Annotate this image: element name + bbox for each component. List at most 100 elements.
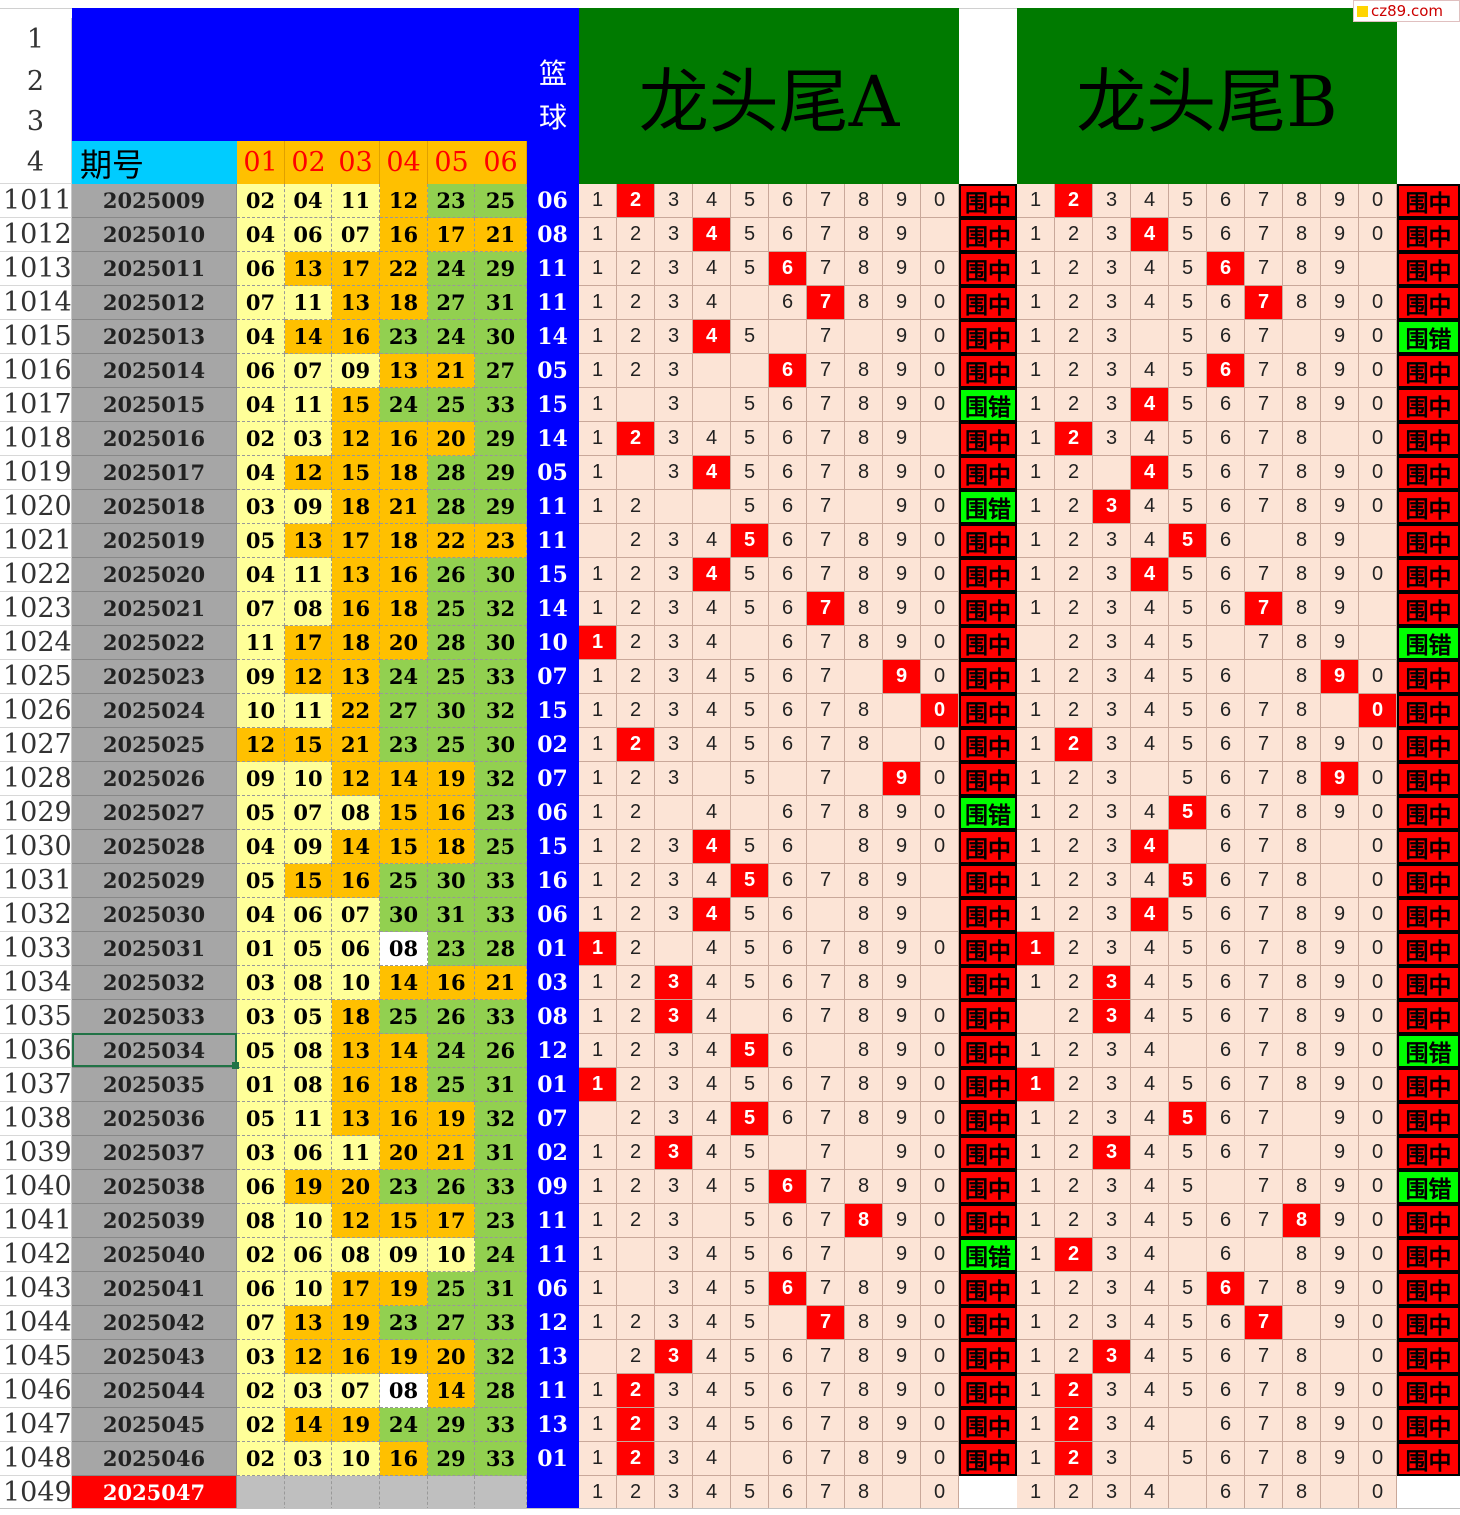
digit-a-cell[interactable]: 4 [693, 1034, 731, 1068]
digit-a-cell[interactable]: 8 [845, 592, 883, 626]
digit-b-cell[interactable]: 3 [1093, 1238, 1131, 1272]
digit-b-cell[interactable]: 9 [1321, 660, 1359, 694]
digit-b-cell[interactable]: 3 [1093, 1170, 1131, 1204]
row-number[interactable]: 1034 [0, 966, 72, 1000]
ball-cell[interactable]: 09 [285, 830, 332, 864]
period-cell[interactable]: 2025013 [72, 320, 237, 354]
digit-a-cell[interactable]: 7 [807, 1170, 845, 1204]
ball-cell[interactable]: 04 [237, 456, 285, 490]
ball-cell[interactable]: 06 [285, 1238, 332, 1272]
digit-a-cell[interactable]: 2 [617, 898, 655, 932]
digit-b-cell[interactable]: 2 [1055, 1340, 1093, 1374]
digit-a-cell[interactable]: 4 [693, 320, 731, 354]
ball-cell[interactable]: 14 [380, 762, 428, 796]
digit-a-cell[interactable]: 9 [883, 524, 921, 558]
digit-a-cell[interactable]: 3 [655, 422, 693, 456]
digit-a-cell[interactable]: 2 [617, 1136, 655, 1170]
ball-cell[interactable]: 21 [332, 728, 380, 762]
digit-a-cell[interactable] [693, 388, 731, 422]
digit-b-cell[interactable]: 9 [1321, 1374, 1359, 1408]
digit-b-cell[interactable]: 8 [1283, 626, 1321, 660]
ball-cell[interactable]: 15 [332, 456, 380, 490]
ball-cell[interactable]: 29 [475, 490, 527, 524]
digit-a-cell[interactable]: 3 [655, 830, 693, 864]
digit-a-cell[interactable] [769, 762, 807, 796]
digit-a-cell[interactable]: 9 [883, 1340, 921, 1374]
digit-a-cell[interactable]: 4 [693, 558, 731, 592]
digit-b-cell[interactable]: 2 [1055, 1136, 1093, 1170]
digit-a-cell[interactable]: 3 [655, 1000, 693, 1034]
ball-cell[interactable]: 14 [428, 1374, 475, 1408]
digit-b-cell[interactable]: 6 [1207, 456, 1245, 490]
digit-b-cell[interactable] [1359, 626, 1397, 660]
digit-a-cell[interactable]: 3 [655, 388, 693, 422]
digit-a-cell[interactable]: 3 [655, 694, 693, 728]
ball-cell[interactable]: 09 [237, 762, 285, 796]
blue-ball-cell[interactable]: 15 [527, 558, 579, 592]
digit-b-cell[interactable]: 8 [1283, 1374, 1321, 1408]
digit-b-cell[interactable]: 6 [1207, 218, 1245, 252]
ball-cell[interactable]: 19 [332, 1306, 380, 1340]
digit-a-cell[interactable]: 5 [731, 524, 769, 558]
digit-b-cell[interactable]: 5 [1169, 1170, 1207, 1204]
result-b-badge[interactable]: 围中 [1397, 1442, 1460, 1476]
digit-a-cell[interactable]: 8 [845, 932, 883, 966]
ball-cell[interactable]: 03 [237, 490, 285, 524]
digit-a-cell[interactable]: 9 [883, 252, 921, 286]
digit-a-cell[interactable]: 3 [655, 728, 693, 762]
digit-b-cell[interactable]: 9 [1321, 1238, 1359, 1272]
digit-b-cell[interactable]: 4 [1131, 1000, 1169, 1034]
result-b-badge[interactable]: 围中 [1397, 898, 1460, 932]
digit-b-cell[interactable]: 6 [1207, 388, 1245, 422]
digit-b-cell[interactable]: 7 [1245, 1476, 1283, 1510]
digit-b-cell[interactable]: 1 [1017, 592, 1055, 626]
ball-cell[interactable]: 15 [332, 388, 380, 422]
digit-a-cell[interactable]: 4 [693, 728, 731, 762]
ball-cell[interactable]: 10 [285, 762, 332, 796]
digit-a-cell[interactable]: 8 [845, 1476, 883, 1510]
digit-b-cell[interactable]: 1 [1017, 932, 1055, 966]
digit-b-cell[interactable]: 5 [1169, 558, 1207, 592]
ball-cell[interactable]: 15 [380, 1204, 428, 1238]
digit-a-cell[interactable]: 5 [731, 898, 769, 932]
digit-a-cell[interactable]: 0 [921, 1340, 959, 1374]
period-cell[interactable]: 2025022 [72, 626, 237, 660]
digit-b-cell[interactable]: 6 [1207, 728, 1245, 762]
blue-ball-cell[interactable]: 06 [527, 184, 579, 218]
digit-b-cell[interactable]: 3 [1093, 1204, 1131, 1238]
digit-b-cell[interactable]: 2 [1055, 694, 1093, 728]
digit-b-cell[interactable]: 2 [1055, 1238, 1093, 1272]
ball-cell[interactable]: 21 [380, 490, 428, 524]
ball-cell[interactable]: 33 [475, 1170, 527, 1204]
digit-a-cell[interactable]: 2 [617, 422, 655, 456]
digit-a-cell[interactable]: 7 [807, 456, 845, 490]
digit-a-cell[interactable]: 9 [883, 1102, 921, 1136]
result-a-badge[interactable]: 围中 [959, 932, 1017, 966]
digit-b-cell[interactable]: 5 [1169, 252, 1207, 286]
digit-a-cell[interactable]: 2 [617, 1068, 655, 1102]
digit-b-cell[interactable]: 7 [1245, 184, 1283, 218]
ball-column-header[interactable]: 02 [285, 141, 333, 184]
ball-cell[interactable]: 11 [332, 1136, 380, 1170]
digit-b-cell[interactable]: 9 [1321, 1204, 1359, 1238]
ball-cell[interactable]: 25 [428, 388, 475, 422]
digit-b-cell[interactable]: 1 [1017, 388, 1055, 422]
digit-b-cell[interactable]: 9 [1321, 1034, 1359, 1068]
blue-ball-cell[interactable]: 05 [527, 354, 579, 388]
digit-a-cell[interactable]: 7 [807, 218, 845, 252]
digit-a-cell[interactable]: 6 [769, 1408, 807, 1442]
digit-a-cell[interactable]: 0 [921, 728, 959, 762]
digit-a-cell[interactable]: 1 [579, 932, 617, 966]
result-b-badge[interactable]: 围中 [1397, 184, 1460, 218]
digit-b-cell[interactable] [1245, 524, 1283, 558]
ball-cell[interactable]: 17 [428, 1204, 475, 1238]
digit-a-cell[interactable]: 8 [845, 1340, 883, 1374]
digit-b-cell[interactable]: 3 [1093, 864, 1131, 898]
digit-b-cell[interactable]: 4 [1131, 966, 1169, 1000]
digit-b-cell[interactable]: 2 [1055, 1068, 1093, 1102]
row-number[interactable]: 1035 [0, 1000, 72, 1034]
digit-a-cell[interactable]: 1 [579, 1136, 617, 1170]
ball-column-header[interactable]: 05 [428, 141, 476, 184]
ball-cell[interactable]: 23 [475, 796, 527, 830]
digit-b-cell[interactable]: 8 [1283, 762, 1321, 796]
